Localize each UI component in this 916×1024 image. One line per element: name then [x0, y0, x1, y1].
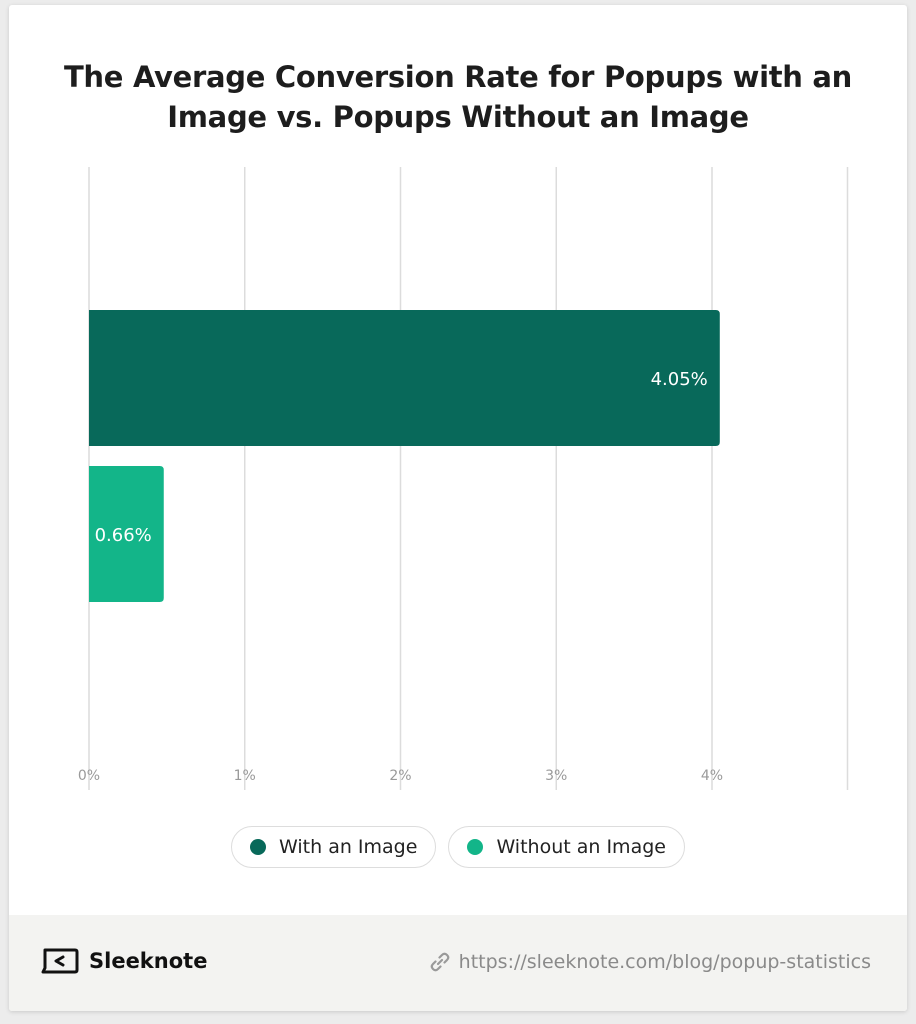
sleeknote-logo-icon: [41, 948, 79, 974]
legend-swatch-without-image: [467, 839, 484, 855]
x-tick-label: 3%: [545, 768, 567, 784]
bar-with-image: [89, 310, 720, 446]
legend-item-without-image[interactable]: Without an Image: [448, 826, 685, 868]
data-label-without-image: 0.66%: [95, 525, 152, 546]
brand[interactable]: Sleeknote: [41, 948, 207, 974]
footer: Sleeknote https://sleeknote.com/blog/pop…: [9, 915, 907, 1011]
x-tick-label: 0%: [78, 768, 100, 784]
x-tick-label: 1%: [234, 768, 256, 784]
source-link[interactable]: https://sleeknote.com/blog/popup-statist…: [429, 951, 871, 973]
source-url: https://sleeknote.com/blog/popup-statist…: [458, 951, 871, 973]
x-tick-label: 2%: [389, 768, 411, 784]
link-icon: [430, 952, 450, 972]
legend-label-with-image: With an Image: [279, 836, 418, 858]
legend: With an Image Without an Image: [9, 826, 907, 868]
data-label-with-image: 4.05%: [651, 369, 708, 390]
legend-label-without-image: Without an Image: [496, 836, 666, 858]
chart-title: The Average Conversion Rate for Popups w…: [9, 57, 907, 137]
chart-title-line-2: Image vs. Popups Without an Image: [167, 100, 749, 134]
x-tick-label: 4%: [701, 768, 723, 784]
legend-item-with-image[interactable]: With an Image: [231, 826, 437, 868]
brand-name: Sleeknote: [89, 949, 208, 973]
bar-chart: 0% 1% 2% 3% 4% 4.05% 0.66%: [78, 167, 849, 790]
chart-card: The Average Conversion Rate for Popups w…: [9, 5, 907, 1011]
chart-title-line-1: The Average Conversion Rate for Popups w…: [63, 60, 853, 94]
bar-without-image: [89, 466, 164, 602]
legend-swatch-with-image: [250, 839, 267, 855]
